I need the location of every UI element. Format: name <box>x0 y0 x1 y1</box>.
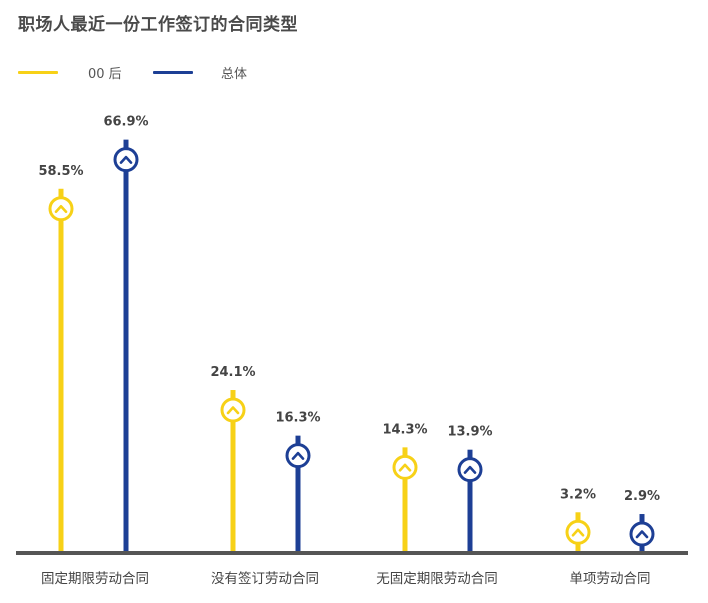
bar-stem-s1-c1 <box>295 435 301 551</box>
chevron-up-icon <box>226 406 240 415</box>
bar-marker-s0-c1 <box>220 397 246 423</box>
data-label-s0-c1: 24.1% <box>210 365 255 380</box>
legend-swatch-series-1 <box>153 71 193 74</box>
bar-marker-s1-c0 <box>113 147 139 173</box>
x-tick-label-3: 单项劳动合同 <box>570 571 651 587</box>
chevron-up-icon <box>119 155 133 164</box>
x-tick-label-2: 无固定期限劳动合同 <box>376 571 498 587</box>
data-label-s0-c2: 14.3% <box>382 422 427 437</box>
x-tick-label-0: 固定期限劳动合同 <box>41 571 149 587</box>
chevron-up-icon <box>635 530 649 539</box>
x-axis-line <box>16 551 688 555</box>
bar-stem-s0-c1 <box>230 390 236 551</box>
chevron-up-icon <box>54 204 68 214</box>
data-label-s1-c0: 66.9% <box>103 115 148 130</box>
bar-marker-s1-c1 <box>285 443 311 469</box>
chevron-up-icon <box>571 528 585 537</box>
chevron-up-icon <box>398 463 412 472</box>
bar-marker-s0-c2 <box>392 454 418 480</box>
bar-stem-s1-c2 <box>467 449 473 551</box>
bar-stem-s0-c0 <box>58 188 64 551</box>
bar-stem-s1-c0 <box>123 139 129 551</box>
legend-label-series-1: 总体 <box>221 67 248 82</box>
chevron-up-icon <box>291 451 305 460</box>
data-label-s0-c3: 3.2% <box>560 487 596 502</box>
bar-marker-s0-c0 <box>48 196 74 222</box>
x-tick-label-1: 没有签订劳动合同 <box>211 570 319 587</box>
data-label-s1-c2: 13.9% <box>447 425 492 440</box>
bar-marker-s1-c3 <box>629 521 655 547</box>
bar-marker-s0-c3 <box>565 519 591 545</box>
data-label-s0-c0: 58.5% <box>38 164 83 179</box>
bar-marker-s1-c2 <box>457 457 483 483</box>
data-label-s1-c1: 16.3% <box>275 411 320 426</box>
bar-stem-s0-c2 <box>402 447 408 551</box>
data-label-s1-c3: 2.9% <box>624 489 660 504</box>
chevron-up-icon <box>463 465 477 474</box>
chart-title: 职场人最近一份工作签订的合同类型 <box>18 15 298 35</box>
legend-label-series-0: 00 后 <box>88 67 122 82</box>
legend-swatch-series-0 <box>18 71 58 74</box>
